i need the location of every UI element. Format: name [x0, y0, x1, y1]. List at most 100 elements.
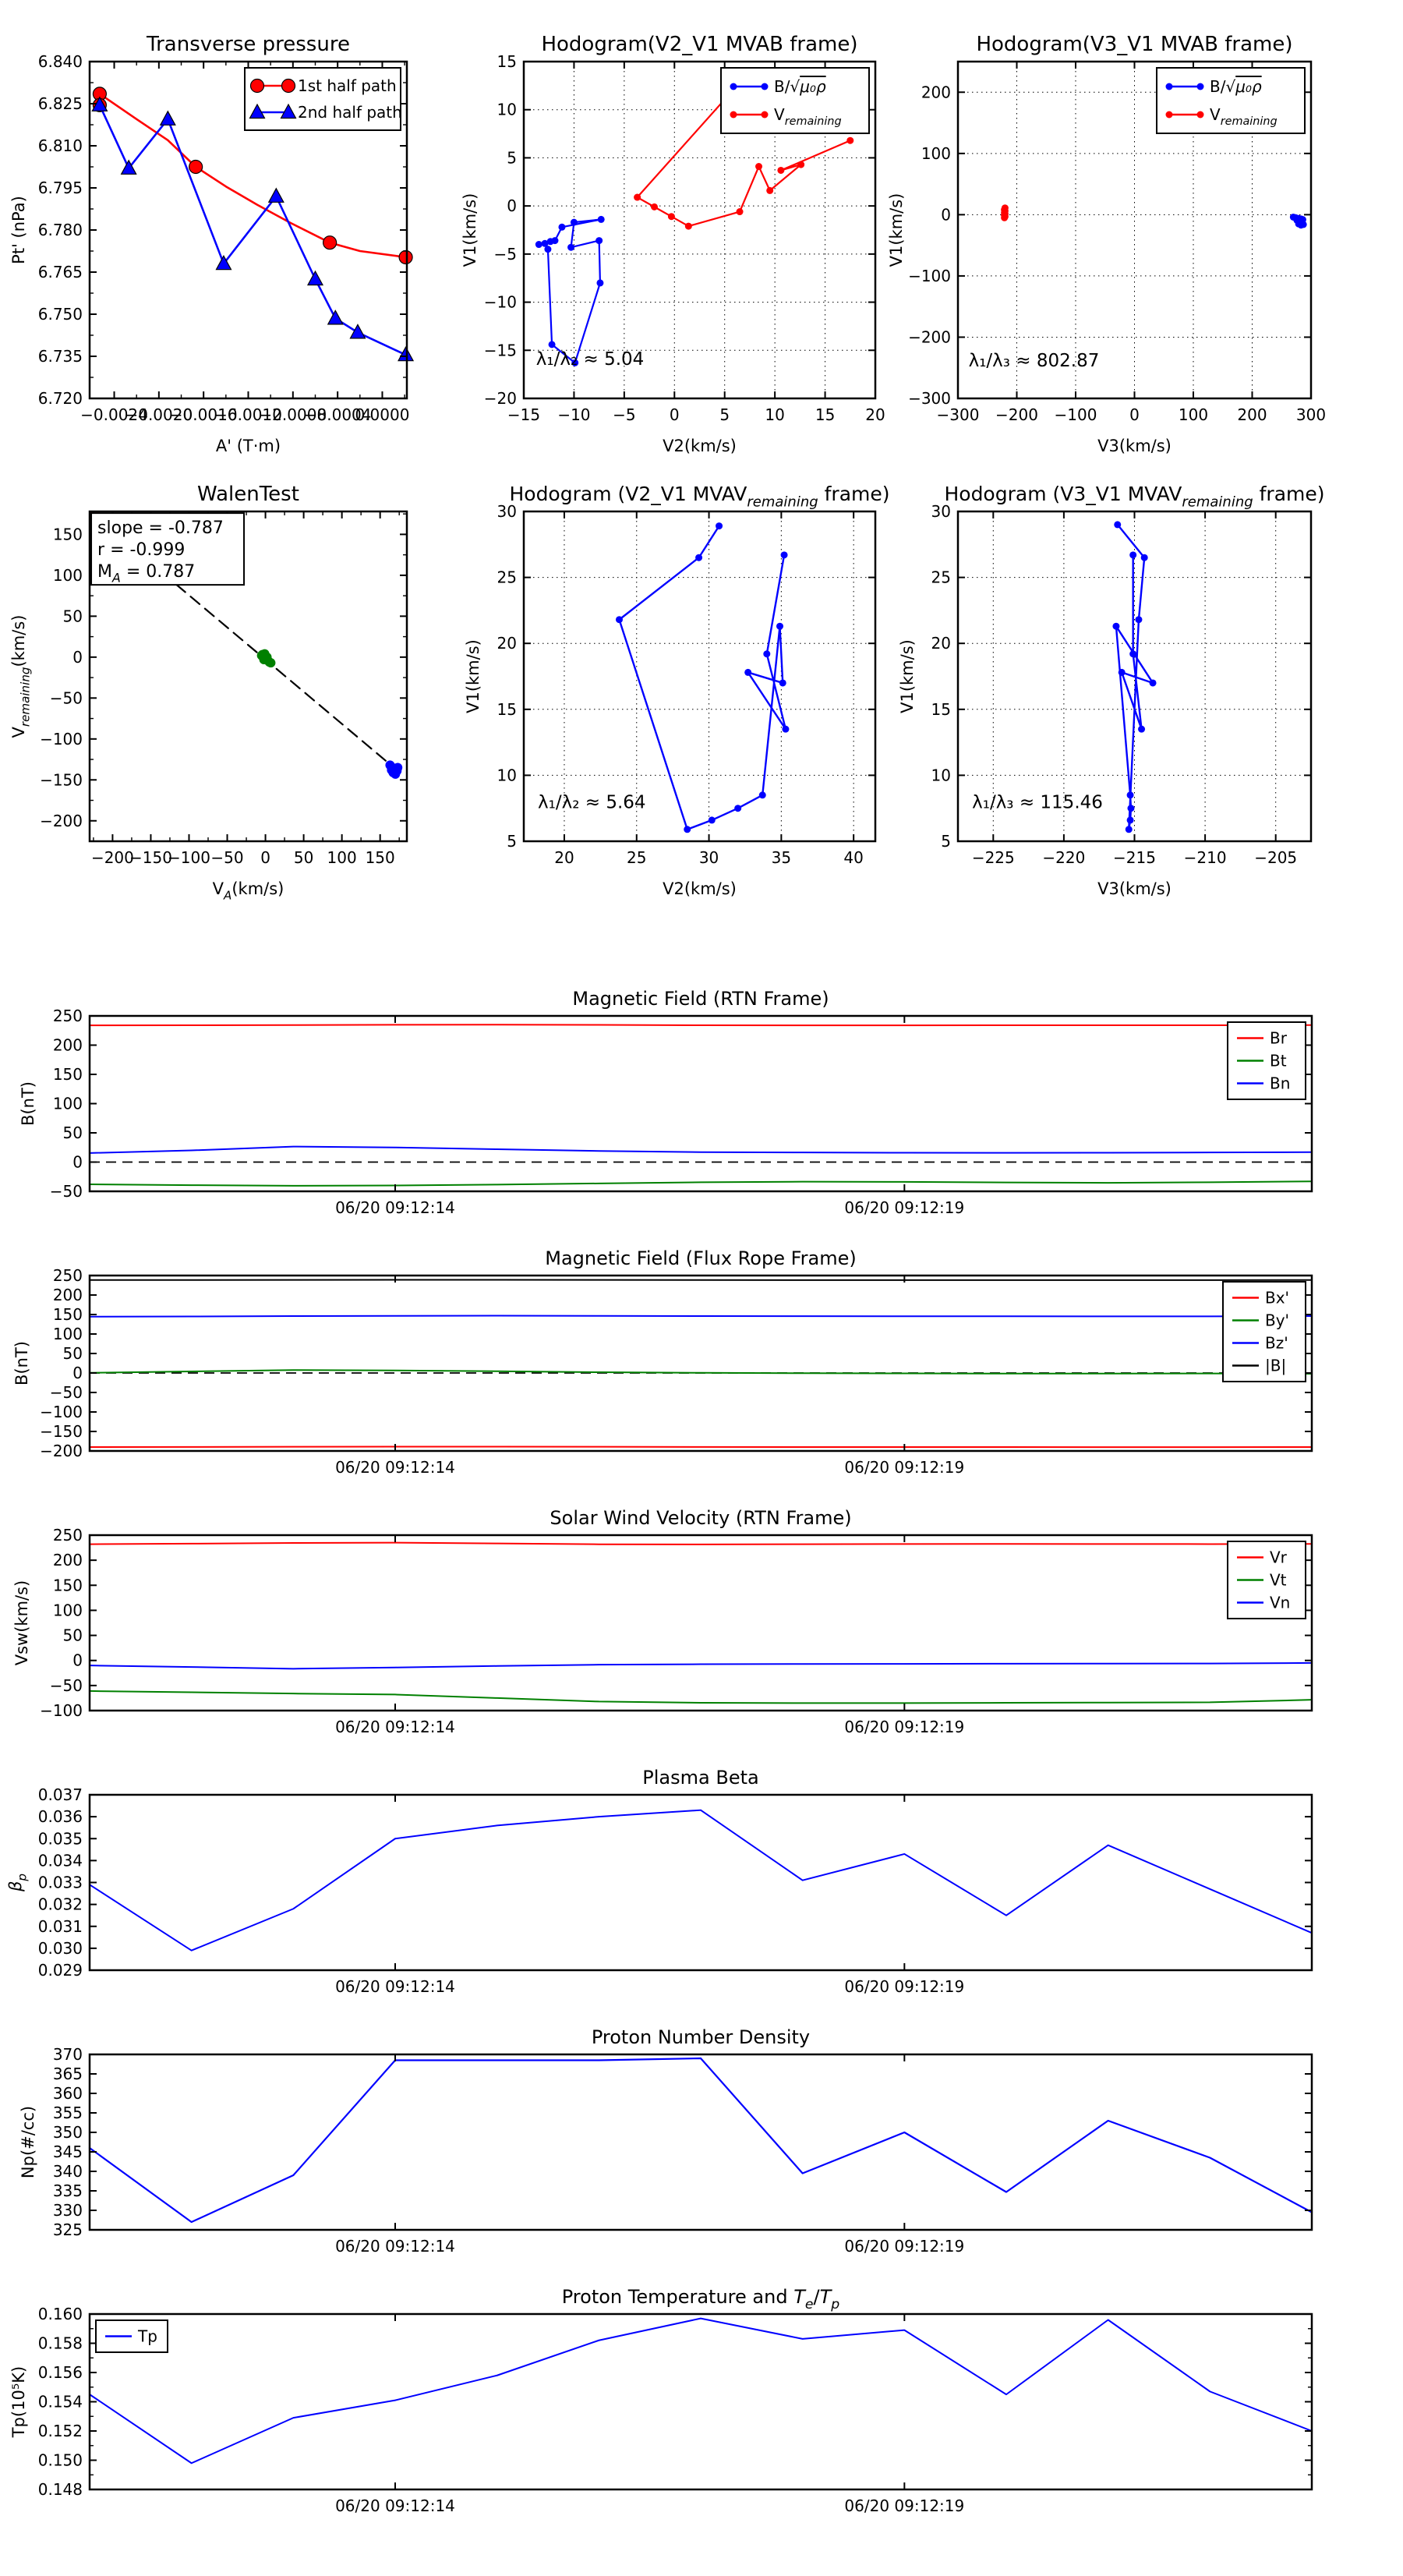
plasma-beta-ytick-label: 0.029: [38, 1961, 83, 1980]
plasma-beta-ytick-label: 0.035: [38, 1829, 83, 1848]
hodogram-v2v1-mvab-xtick-label: 0: [670, 405, 680, 424]
proton-temperature-ytick-label: 0.156: [38, 2363, 83, 2382]
solar-wind-velocity-legend-label: Vt: [1270, 1571, 1287, 1590]
hodogram-v2v1-mvav-ytick-label: 15: [497, 700, 517, 719]
hodogram-v3v1-mvav-xtick-label: −220: [1042, 848, 1085, 867]
hodogram-v3v1-mvab-xtick-label: 200: [1237, 405, 1267, 424]
hodogram-v2v1-mvav-xtick-label: 35: [772, 848, 791, 867]
proton-number-density-ytick-label: 340: [53, 2162, 83, 2181]
walen-test-ytick-label: 100: [53, 566, 83, 585]
magnetic-field-flux-rope-ytick-label: 200: [53, 1286, 83, 1304]
walen-test-ytick-label: 50: [63, 607, 83, 625]
walen-test-title: WalenTest: [197, 483, 299, 506]
magnetic-field-flux-rope-ytick-label: 50: [63, 1344, 83, 1363]
hodogram-v2v1-mvav-xtick-label: 25: [627, 848, 646, 867]
hodogram-v2v1-mvab-ytick-label: −10: [484, 293, 517, 312]
solar-wind-velocity-ytick-label: 50: [63, 1626, 83, 1645]
magnetic-field-rtn-ytick-label: 200: [53, 1036, 83, 1055]
proton-number-density-ytick-label: 370: [53, 2045, 83, 2064]
hodogram-v3v1-mvav-annotation: λ₁/λ₃ ≈ 115.46: [972, 793, 1103, 813]
hodogram-v3v1-mvav-xtick-label: −215: [1113, 848, 1156, 867]
magnetic-field-rtn-ytick-label: 0: [72, 1153, 83, 1172]
hodogram-v3v1-mvab-title: Hodogram(V3_V1 MVAB frame): [976, 33, 1292, 56]
transverse-pressure-ytick-label: 6.810: [38, 136, 83, 155]
magnetic-field-flux-rope-legend-label: Bx': [1265, 1289, 1289, 1307]
magnetic-field-rtn-series-br: [90, 1024, 1312, 1025]
hodogram-v3v1-mvav-ytick-label: 5: [941, 832, 951, 851]
proton-temperature-legend: Tp: [96, 2320, 168, 2352]
transverse-pressure-ytick-label: 6.840: [38, 52, 83, 71]
plasma-beta-xtick-label: 06/20 09:12:19: [844, 1977, 964, 1996]
proton-number-density-ytick-label: 360: [53, 2084, 83, 2103]
solar-wind-velocity-xtick-label: 06/20 09:12:14: [335, 1718, 455, 1736]
proton-number-density-ytick-label: 335: [53, 2181, 83, 2200]
walen-test-ytick-label: −50: [50, 688, 83, 707]
walen-test-xtick-label: −200: [91, 848, 134, 867]
hodogram-v2v1-mvav-ytick-label: 20: [497, 634, 517, 653]
solar-wind-velocity-ytick-label: 100: [53, 1601, 83, 1619]
hodogram-v3v1-mvab-xtick-label: 300: [1296, 405, 1326, 424]
plasma-beta-ytick-label: 0.036: [38, 1807, 83, 1826]
hodogram-v3v1-mvab-series-v-remaining-cluster: [1001, 204, 1009, 221]
magnetic-field-rtn-ytick-label: 100: [53, 1095, 83, 1113]
solar-wind-velocity-xtick-label: 06/20 09:12:19: [844, 1718, 964, 1736]
walen-test-xtick-label: 100: [327, 848, 357, 867]
plasma-beta-ytick-label: 0.032: [38, 1895, 83, 1914]
hodogram-v3v1-mvab-ytick-label: 100: [921, 144, 951, 163]
magnetic-field-rtn-xtick-label: 06/20 09:12:19: [844, 1198, 964, 1217]
proton-temperature-ylabel: Tp(10⁵K): [9, 2366, 28, 2438]
transverse-pressure-ytick-label: 6.750: [38, 305, 83, 324]
transverse-pressure-ytick-label: 6.780: [38, 221, 83, 239]
hodogram-v3v1-mvav-xlabel: V3(km/s): [1097, 879, 1172, 898]
transverse-pressure-title: Transverse pressure: [146, 33, 350, 56]
transverse-pressure-xlabel: A' (T·m): [216, 437, 281, 455]
walen-test-ytick-label: 150: [53, 525, 83, 543]
hodogram-v2v1-mvab-annotation: λ₁/λ₂ ≈ 5.04: [536, 349, 645, 370]
walen-test-stats-line: slope = -0.787: [97, 518, 224, 538]
magnetic-field-rtn-xtick-label: 06/20 09:12:14: [335, 1198, 455, 1217]
magnetic-field-rtn-ytick-label: −50: [50, 1182, 83, 1201]
hodogram-v3v1-mvab-xlabel: V3(km/s): [1097, 437, 1172, 455]
magnetic-field-rtn-legend-label: Br: [1270, 1029, 1288, 1048]
hodogram-v2v1-mvab-xlabel: V2(km/s): [663, 437, 737, 455]
walen-test-xtick-label: 150: [366, 848, 395, 867]
solar-wind-velocity-ylabel: Vsw(km/s): [12, 1580, 31, 1666]
magnetic-field-flux-rope-ytick-label: 0: [72, 1364, 83, 1382]
hodogram-v2v1-mvav-ytick-label: 5: [507, 832, 517, 851]
hodogram-v2v1-mvab-xtick-label: 20: [865, 405, 885, 424]
hodogram-v2v1-mvab-title: Hodogram(V2_V1 MVAB frame): [541, 33, 857, 56]
walen-test-xtick-label: −150: [129, 848, 172, 867]
hodogram-v3v1-mvab-xtick-label: 0: [1129, 405, 1140, 424]
hodogram-v3v1-mvab-ytick-label: −200: [908, 327, 951, 346]
hodogram-v3v1-mvav-ytick-label: 20: [931, 634, 951, 653]
hodogram-v2v1-mvab-xtick-label: 5: [719, 405, 730, 424]
transverse-pressure-ylabel: Pt' (nPa): [9, 196, 28, 264]
proton-temperature-xtick-label: 06/20 09:12:14: [335, 2496, 455, 2515]
magnetic-field-rtn-legend-label: Bt: [1270, 1052, 1287, 1070]
proton-number-density-title: Proton Number Density: [592, 2026, 810, 2048]
transverse-pressure-ytick-label: 6.720: [38, 389, 83, 408]
hodogram-v2v1-mvab-ytick-label: −5: [494, 245, 517, 264]
magnetic-field-flux-rope-ytick-label: −150: [40, 1422, 83, 1441]
walen-test-stats-line: r = -0.999: [97, 540, 185, 560]
solar-wind-velocity-ytick-label: 200: [53, 1551, 83, 1569]
plasma-beta-ytick-label: 0.031: [38, 1917, 83, 1936]
hodogram-v3v1-mvab-xtick-label: −100: [1055, 405, 1097, 424]
hodogram-v2v1-mvab-ylabel: V1(km/s): [461, 193, 479, 267]
proton-number-density-ytick-label: 325: [53, 2220, 83, 2239]
hodogram-v2v1-mvav-xtick-label: 30: [699, 848, 719, 867]
proton-number-density-xtick-label: 06/20 09:12:19: [844, 2237, 964, 2256]
hodogram-v2v1-mvab-ytick-label: 5: [507, 148, 517, 167]
transverse-pressure-ytick-label: 6.825: [38, 94, 83, 113]
solar-wind-velocity-ytick-label: 150: [53, 1576, 83, 1594]
walen-test-xtick-label: −50: [210, 848, 243, 867]
hodogram-v3v1-mvav-xtick-label: −225: [972, 848, 1015, 867]
solar-wind-velocity-ytick-label: 0: [72, 1651, 83, 1670]
proton-number-density-ylabel: Np(#/cc): [19, 2106, 37, 2178]
